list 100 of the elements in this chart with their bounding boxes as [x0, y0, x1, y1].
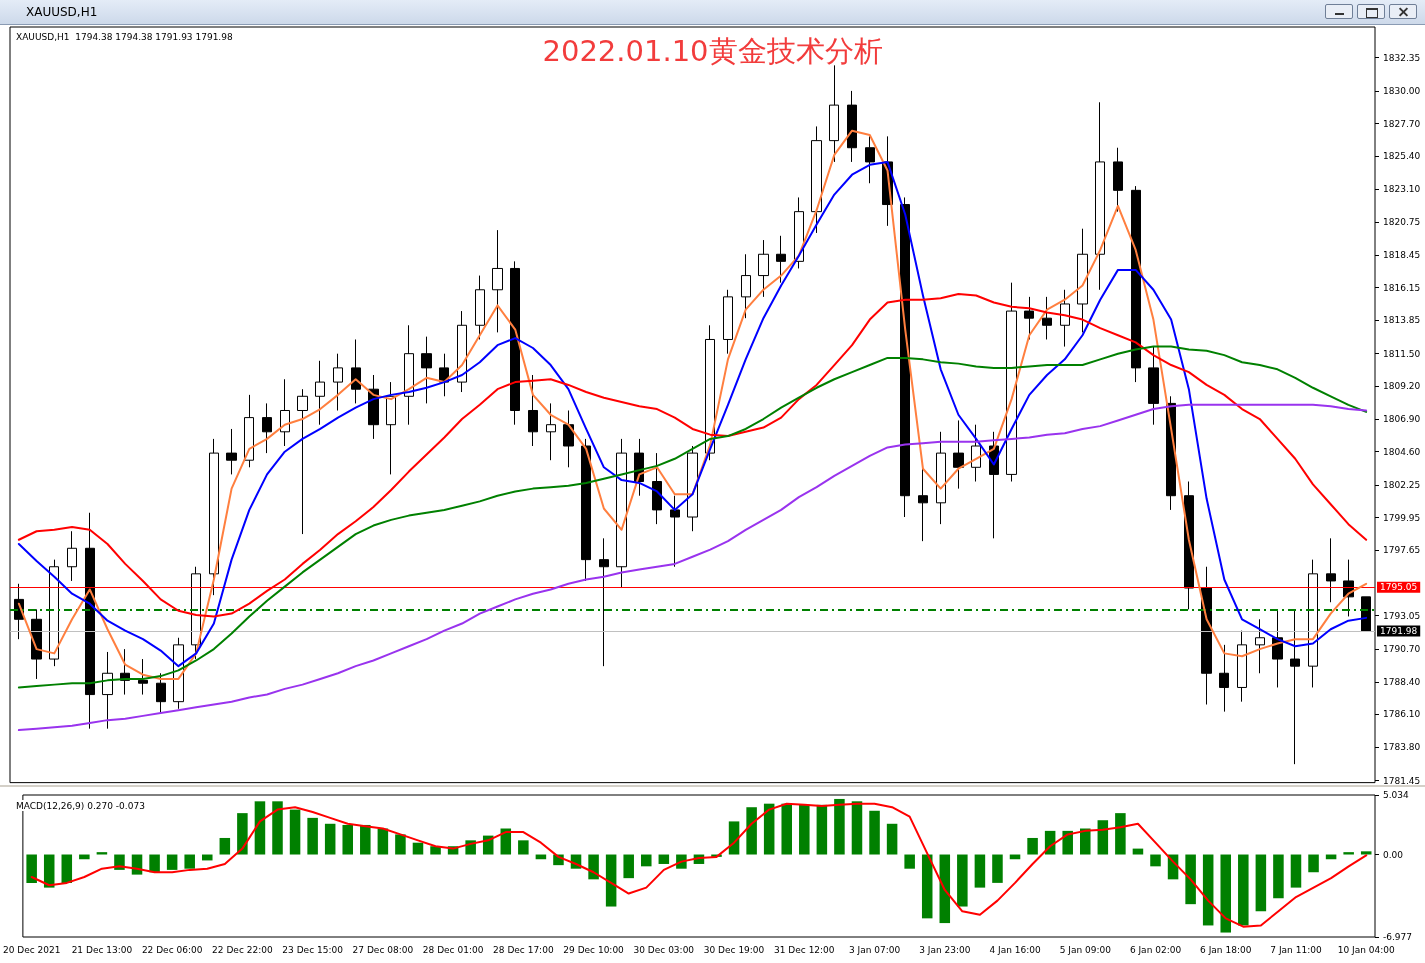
candlestick	[599, 537, 609, 667]
candlestick	[1060, 289, 1070, 348]
candlestick	[1255, 618, 1265, 674]
bar	[658, 854, 670, 864]
x-tick-label: 30 Dec 19:00	[703, 944, 765, 955]
y-tick-label: 1827.70	[1383, 118, 1421, 129]
candlestick	[563, 410, 574, 468]
candlestick	[776, 235, 786, 284]
x-tick-label: 3 Jan 07:00	[848, 944, 901, 955]
text: XAUUSD,H1	[26, 5, 98, 19]
bar	[869, 810, 880, 855]
y-tick-label: 1788.40	[1383, 676, 1421, 687]
bar	[412, 842, 424, 855]
bar	[254, 801, 266, 855]
candlestick	[492, 229, 503, 333]
line-series	[17, 345, 1368, 689]
candlestick	[386, 381, 396, 475]
y-tick-label: 1832.35	[1383, 52, 1421, 63]
y-tick-label: 1806.90	[1383, 414, 1421, 425]
x-tick-label: 7 Jan 11:00	[1270, 944, 1322, 955]
bar	[307, 817, 318, 855]
candlestick	[811, 125, 822, 234]
bar	[799, 804, 810, 855]
bar	[588, 854, 599, 880]
y-tick-label: 1783.80	[1383, 742, 1421, 753]
candlestick	[1024, 296, 1034, 340]
candlestick	[280, 378, 290, 447]
x-tick-label: 27 Dec 08:00	[352, 944, 414, 955]
bar	[219, 837, 231, 855]
bar	[1185, 854, 1196, 905]
bar	[763, 803, 775, 855]
x-tick-label: 22 Dec 06:00	[141, 944, 203, 955]
candlestick	[581, 438, 591, 582]
y-tick-label: 1797.65	[1383, 545, 1421, 556]
bar	[1290, 854, 1302, 888]
y-tick-label: 1818.45	[1383, 249, 1421, 260]
candlestick	[1077, 228, 1088, 333]
bar	[149, 854, 160, 873]
x-tick-label: 5 Jan 09:00	[1059, 944, 1112, 955]
bar	[640, 854, 652, 867]
candlestick	[1148, 346, 1159, 426]
candlestick	[829, 64, 839, 163]
y-tick-label: 0.00	[1383, 849, 1404, 860]
bar	[746, 807, 757, 855]
candlestick	[421, 336, 432, 404]
candlestick	[209, 438, 219, 596]
bar	[324, 823, 336, 855]
x-tick-label: 6 Jan 02:00	[1129, 944, 1182, 955]
y-tick-label: 1793.05	[1383, 610, 1421, 621]
bar	[816, 804, 828, 855]
candlestick	[1131, 185, 1141, 383]
bar	[1132, 848, 1144, 855]
bar	[992, 854, 1003, 883]
candlestick	[67, 530, 77, 582]
candlestick	[900, 196, 910, 518]
candlestick	[670, 495, 680, 568]
bar	[1079, 828, 1091, 855]
bar	[921, 854, 933, 919]
x-tick-label: 31 Dec 12:00	[774, 944, 835, 955]
candlestick	[49, 559, 59, 667]
bar	[96, 852, 108, 855]
bar	[1220, 854, 1232, 933]
annotation: XAUUSD,H1 1794.38 1794.38 1791.93 1791.98	[16, 31, 233, 42]
candlestick	[262, 402, 272, 454]
candlestick	[687, 445, 698, 532]
candlestick	[1113, 147, 1123, 213]
candlestick	[1237, 630, 1247, 703]
y-tick-label: -6.977	[1383, 932, 1413, 942]
bar	[342, 824, 354, 855]
y-tick-label: 1799.95	[1383, 512, 1421, 523]
chart-title: 2022.01.10黄金技术分析	[542, 33, 883, 68]
candlestick	[971, 424, 981, 483]
bar	[1202, 854, 1214, 926]
bar	[1308, 854, 1319, 873]
bar	[1115, 813, 1126, 855]
bar	[974, 854, 986, 888]
candlestick	[723, 289, 733, 355]
bar	[886, 823, 898, 855]
x-tick-label: 28 Dec 01:00	[422, 944, 484, 955]
x-tick-label: 21 Dec 13:00	[71, 944, 133, 955]
bar	[1062, 830, 1073, 855]
y-tick-label: 1823.10	[1383, 183, 1421, 194]
candlestick	[528, 374, 538, 447]
bar	[237, 813, 248, 855]
x-tick-label: 29 Dec 10:00	[563, 944, 625, 955]
bar	[395, 834, 406, 855]
ref-line-label: 1791.98	[1380, 625, 1418, 636]
y-tick-label: 1786.10	[1383, 709, 1421, 720]
bar	[1360, 851, 1372, 855]
y-tick-label: 1790.70	[1383, 644, 1421, 655]
candlestick	[1042, 296, 1052, 340]
candlestick	[333, 353, 343, 411]
candlestick	[1290, 608, 1300, 765]
candlestick	[616, 438, 627, 589]
candlestick	[297, 388, 308, 535]
candlestick	[404, 324, 414, 426]
candlestick	[510, 260, 520, 426]
candlestick	[138, 658, 148, 696]
candlestick	[102, 651, 113, 730]
y-tick-label: 1813.85	[1383, 315, 1421, 326]
